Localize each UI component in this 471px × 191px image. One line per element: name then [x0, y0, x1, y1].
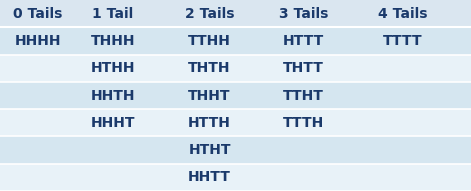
Text: THTT: THTT: [284, 61, 324, 75]
Text: 2 Tails: 2 Tails: [185, 7, 235, 21]
Bar: [0, 55, 471, 82]
Text: HHTT: HHTT: [188, 170, 231, 184]
Bar: [0, 109, 471, 136]
Text: HHHH: HHHH: [15, 34, 61, 48]
Bar: [0, 82, 471, 109]
Bar: [0, 0, 471, 27]
Text: TTHH: TTHH: [188, 34, 231, 48]
Text: THHH: THHH: [91, 34, 135, 48]
Bar: [0, 164, 471, 191]
Text: 3 Tails: 3 Tails: [279, 7, 328, 21]
Text: TTTT: TTTT: [383, 34, 422, 48]
Text: TTHT: TTHT: [284, 88, 324, 103]
Text: HTTT: HTTT: [283, 34, 325, 48]
Text: 4 Tails: 4 Tails: [378, 7, 428, 21]
Text: THTH: THTH: [188, 61, 231, 75]
Text: HTHH: HTHH: [91, 61, 135, 75]
Text: THHT: THHT: [188, 88, 231, 103]
Text: TTTH: TTTH: [283, 116, 325, 130]
Text: HHTH: HHTH: [91, 88, 135, 103]
Text: HHHT: HHHT: [91, 116, 135, 130]
Bar: [0, 136, 471, 164]
Text: 0 Tails: 0 Tails: [13, 7, 62, 21]
Text: HTHT: HTHT: [188, 143, 231, 157]
Bar: [0, 27, 471, 55]
Text: 1 Tail: 1 Tail: [92, 7, 134, 21]
Text: HTTH: HTTH: [188, 116, 231, 130]
